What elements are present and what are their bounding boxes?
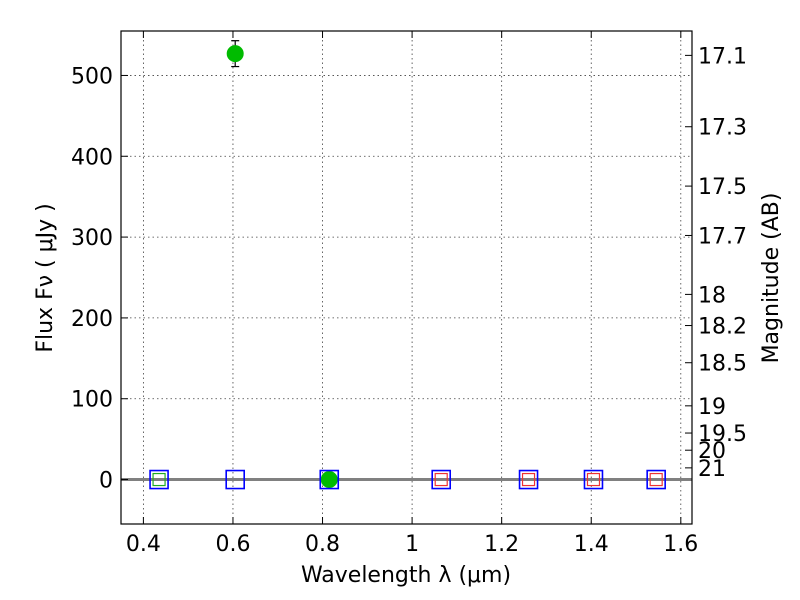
x-tick-label: 0.8 [305,532,340,557]
limit-square [518,469,539,490]
right-tick-label: 19.5 [698,422,747,447]
flux-point [320,471,338,489]
data-marks [149,40,666,490]
x-tick-label: 0.4 [126,532,161,557]
x-tick-label: 1.4 [574,532,609,557]
y-tick-label: 500 [71,64,113,89]
y-tick-label: 200 [71,307,113,332]
right-tick-label: 17.7 [698,224,747,249]
plot-frame [120,30,693,525]
y-tick-label: 400 [71,145,113,170]
y-tick-label: 300 [71,226,113,251]
limit-square [431,469,452,490]
inner-square [434,472,448,487]
x-tick-label: 1.6 [663,532,698,557]
limit-square [646,469,666,490]
y-tick-label: 0 [99,469,113,494]
flux-point [226,45,244,63]
inner-square [649,472,663,487]
right-tick-label: 18 [698,283,726,308]
inner-square [586,472,601,487]
inner-square [152,472,166,487]
right-tick-label: 18.2 [698,315,747,340]
ticks: 0.4 0.6 0.8 1 1.2 1.4 1.6 0 100 200 300 400 500 17.1 1… [71,31,747,557]
right-tick-label: 19 [698,395,726,420]
right-tick-label: 17.5 [698,175,747,200]
right-tick-label: 21 [698,457,726,482]
y-tick-label: 100 [71,388,113,413]
right-tick-label: 17.1 [698,44,747,69]
x-axis-label: Wavelength λ (μm) [301,563,511,588]
limit-square [583,469,604,490]
grid [121,31,692,524]
x-tick-label: 1.2 [484,532,519,557]
limit-square [319,469,340,490]
y-axis-label: Flux Fν ( μJy ) [33,203,58,352]
right-tick-label: 20 [698,439,726,464]
x-tick-label: 1 [405,532,419,557]
limit-square [149,469,169,490]
right-tick-label: 18.5 [698,352,747,377]
x-tick-label: 0.6 [215,532,250,557]
right-axis-label: Magnitude (AB) [759,193,784,364]
limit-square [225,469,245,490]
inner-square [521,472,536,487]
right-tick-label: 17.3 [698,116,747,141]
